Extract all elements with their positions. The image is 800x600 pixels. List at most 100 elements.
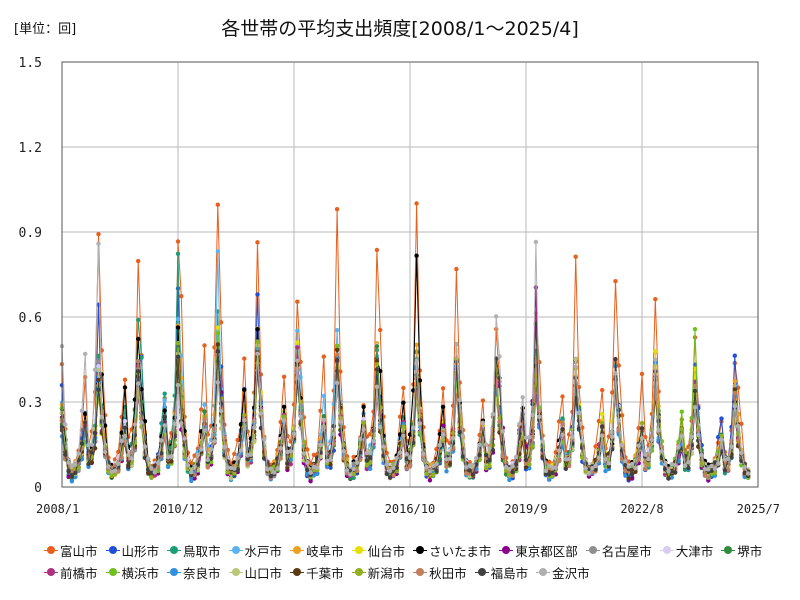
data-point — [96, 377, 101, 383]
data-point — [109, 473, 114, 479]
data-point — [470, 462, 476, 468]
data-point — [460, 454, 466, 459]
data-point — [712, 460, 718, 465]
data-point — [530, 435, 535, 440]
data-point — [218, 408, 224, 414]
data-point — [636, 425, 641, 431]
data-point — [315, 471, 320, 477]
data-point — [457, 429, 462, 435]
data-point — [417, 378, 423, 383]
data-point — [146, 456, 151, 461]
data-point — [639, 426, 645, 431]
legend-item: 金沢市 — [536, 563, 590, 581]
data-point — [659, 449, 665, 454]
data-point — [686, 459, 691, 465]
data-point — [202, 428, 207, 433]
data-point — [195, 462, 201, 467]
data-point — [155, 460, 161, 465]
data-point — [623, 458, 628, 464]
data-point — [136, 258, 141, 264]
data-point — [334, 357, 340, 363]
data-point — [417, 421, 423, 426]
data-point — [437, 443, 442, 448]
data-point — [238, 422, 244, 427]
data-point — [460, 433, 466, 439]
x-tick-label: 2022/8 — [620, 502, 663, 516]
data-point — [311, 464, 317, 470]
data-point — [175, 239, 181, 244]
axis-labels: 0 0.3 0.6 0.9 1.2 1.5 2008/1 2010/12 2013/11 2016… — [19, 56, 780, 516]
legend-item: 富山市 — [44, 541, 98, 559]
data-point — [331, 432, 336, 437]
data-point — [358, 450, 363, 455]
data-point — [374, 384, 380, 389]
data-point — [726, 456, 731, 462]
data-point — [560, 394, 565, 399]
legend-label: 山形市 — [121, 543, 160, 559]
data-point — [189, 478, 194, 484]
data-point — [503, 472, 509, 477]
data-point — [368, 455, 373, 460]
data-point — [722, 457, 728, 462]
data-point — [427, 478, 433, 483]
data-point — [242, 412, 247, 418]
data-point — [175, 317, 181, 322]
data-point — [507, 466, 512, 472]
data-point — [162, 391, 167, 396]
data-point — [709, 463, 714, 469]
data-point — [394, 455, 399, 461]
legend-label: 富山市 — [60, 543, 98, 559]
data-point — [613, 356, 618, 362]
data-point — [159, 451, 164, 456]
data-point — [672, 462, 678, 468]
data-point — [86, 461, 91, 467]
legend-marker — [413, 567, 428, 577]
data-point — [613, 371, 618, 376]
data-point — [487, 463, 492, 469]
data-point — [474, 462, 479, 467]
data-point — [222, 445, 227, 450]
data-point — [122, 433, 128, 439]
data-point — [653, 297, 658, 302]
data-point — [258, 425, 264, 431]
legend-label: 奈良市 — [183, 565, 221, 581]
data-point — [696, 432, 701, 438]
data-point — [447, 456, 452, 461]
data-point — [361, 416, 366, 422]
data-point — [653, 357, 658, 362]
data-point — [235, 467, 240, 473]
data-point — [96, 353, 101, 359]
data-point — [195, 452, 201, 458]
data-point — [331, 424, 336, 429]
data-point — [348, 472, 353, 477]
data-point — [295, 328, 300, 333]
data-point — [86, 443, 91, 448]
data-point — [83, 420, 88, 425]
data-point — [358, 436, 363, 442]
data-point — [99, 414, 105, 419]
data-point — [152, 463, 157, 468]
data-point — [576, 426, 582, 431]
data-point — [132, 422, 138, 427]
data-point — [79, 408, 85, 413]
data-point — [566, 456, 572, 462]
data-point — [580, 445, 585, 450]
data-point — [407, 463, 413, 469]
data-point — [285, 449, 290, 455]
legend-marker — [351, 567, 366, 577]
data-point — [613, 279, 618, 284]
data-point — [507, 472, 512, 477]
legend-label: 秋田市 — [429, 565, 467, 581]
data-point — [305, 447, 310, 452]
data-point — [175, 341, 181, 346]
data-point — [629, 461, 635, 467]
data-point — [79, 441, 85, 446]
data-point — [162, 408, 167, 413]
data-point — [76, 451, 81, 456]
data-point — [570, 435, 575, 440]
data-point — [371, 428, 376, 434]
data-point — [102, 449, 108, 455]
legend-item: さいたま市 — [413, 541, 491, 559]
data-point — [404, 456, 409, 462]
data-point — [185, 463, 191, 468]
